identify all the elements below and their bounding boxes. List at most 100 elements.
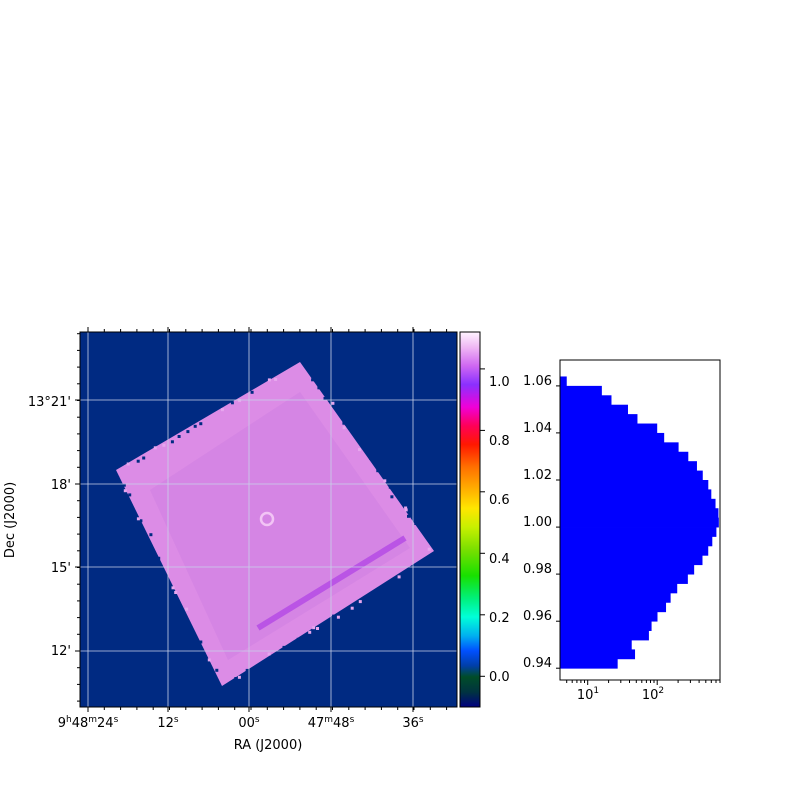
- histogram-bar: [560, 583, 678, 594]
- edge-pixel: [336, 615, 340, 619]
- edge-pixel: [358, 600, 362, 604]
- edge-pixel: [142, 456, 146, 460]
- edge-pixel: [250, 390, 254, 394]
- image-ticks: [75, 327, 448, 712]
- histogram-bar: [560, 640, 632, 650]
- edge-pixel: [170, 440, 174, 444]
- edge-pixel: [407, 514, 410, 518]
- edge-pixel: [149, 533, 153, 537]
- histogram-bar: [560, 376, 567, 387]
- y-tick-label: 13°21': [28, 395, 71, 410]
- x-axis-label: RA (J2000): [234, 738, 303, 753]
- edge-pixel: [404, 508, 408, 512]
- colorbar-scale: [459, 331, 481, 708]
- coordinate-grid: [80, 332, 457, 707]
- histogram-bar: [560, 555, 703, 566]
- edge-pixel: [390, 495, 394, 499]
- edge-pixel: [207, 658, 211, 662]
- hist-y-tick-label: 1.06: [523, 374, 552, 389]
- edge-pixel: [126, 462, 130, 466]
- colorbar: 0.0 0.2 0.4 0.6 0.8 1.0: [459, 331, 510, 708]
- histogram-bar: [560, 649, 636, 660]
- edge-pixel: [291, 644, 294, 647]
- colorbar-tick-label: 0.8: [489, 434, 510, 449]
- edge-pixel: [116, 476, 120, 480]
- hist-y-tick-label: 1.00: [523, 515, 552, 530]
- y-axis-label: Dec (J2000): [3, 482, 18, 558]
- field-bright-stripe: [256, 535, 407, 631]
- hist-x-tick-label: 101: [577, 686, 599, 703]
- field-source-ring: [259, 511, 275, 527]
- y-tick-label: 12': [51, 644, 71, 659]
- hist-y-tick-label: 1.02: [523, 468, 552, 483]
- edge-pixel: [177, 435, 181, 438]
- hist-x-tick-label: 102: [642, 686, 664, 703]
- histogram-bar: [560, 470, 703, 481]
- edge-pixel: [342, 426, 346, 430]
- y-tick-label: 18': [51, 478, 71, 493]
- colorbar-tick-label: 0.4: [489, 552, 510, 567]
- edge-pixel: [317, 386, 321, 390]
- histogram-ticks: [556, 385, 721, 685]
- x-tick-label: 47m48s: [308, 715, 355, 731]
- edge-pixel: [174, 591, 178, 594]
- histogram-bar: [560, 414, 638, 424]
- histogram-bars: [560, 376, 719, 669]
- histogram-panel: 0.94 0.96 0.98 1.00 1.02 1.04 1.06 101 1…: [523, 359, 721, 703]
- edge-pixel: [274, 378, 278, 381]
- colorbar-tick-label: 1.0: [489, 375, 510, 390]
- edge-pixel: [414, 522, 418, 525]
- histogram-bar: [560, 611, 658, 622]
- histogram-bar: [560, 442, 679, 453]
- edge-pixel: [123, 489, 127, 493]
- edge-pixel: [358, 448, 361, 452]
- edge-pixel: [331, 401, 335, 405]
- hist-y-tick-label: 0.98: [523, 562, 552, 577]
- hist-y-tick-label: 1.04: [523, 421, 552, 436]
- edge-pixel: [358, 440, 362, 444]
- histogram-bar: [560, 451, 689, 462]
- edge-pixel: [342, 421, 346, 425]
- x-tick-label: 36s: [402, 715, 424, 731]
- edge-pixel: [136, 517, 140, 521]
- field-edge-pixels: [116, 378, 431, 686]
- edge-pixel: [312, 626, 316, 630]
- histogram-bar: [560, 536, 713, 547]
- image-frame: [79, 331, 458, 708]
- edge-pixel: [157, 556, 161, 560]
- edge-pixel: [139, 519, 143, 523]
- edge-pixel: [199, 422, 203, 426]
- edge-pixel: [199, 640, 203, 644]
- edge-pixel: [369, 456, 372, 460]
- edge-pixel: [128, 493, 132, 497]
- edge-pixel: [383, 479, 387, 483]
- histogram-bar: [560, 574, 688, 584]
- histogram-bar: [560, 395, 612, 406]
- histogram-bar: [560, 517, 719, 528]
- histogram-bar: [560, 489, 712, 500]
- edge-pixel: [316, 627, 319, 630]
- colorbar-tick-label: 0.2: [489, 611, 510, 626]
- edge-pixel: [186, 430, 190, 434]
- edge-pixel: [185, 607, 189, 611]
- histogram-bar: [560, 527, 717, 537]
- histogram-bar: [560, 508, 719, 519]
- edge-pixel: [267, 652, 271, 656]
- field-inner-shade: [150, 392, 410, 660]
- histogram-bar: [560, 461, 697, 471]
- edge-pixel: [238, 399, 242, 403]
- edge-pixel: [220, 408, 224, 412]
- survey-field-footprint: [116, 362, 434, 686]
- histogram-bar: [560, 592, 671, 603]
- edge-pixel: [230, 401, 234, 405]
- edge-pixel: [345, 610, 349, 614]
- colorbar-ticks: [480, 368, 485, 677]
- edge-pixel: [282, 645, 286, 649]
- x-tick-label: 00s: [238, 715, 260, 731]
- histogram-bar: [560, 423, 658, 434]
- edge-pixel: [388, 485, 392, 489]
- x-tick-label: 9h48m24s: [58, 715, 119, 731]
- edge-pixel: [122, 483, 126, 487]
- hist-y-tick-label: 0.96: [523, 609, 552, 624]
